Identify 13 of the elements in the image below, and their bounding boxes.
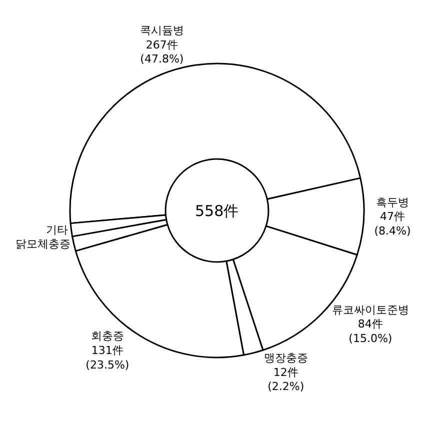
data-label: 84件 (15.0%) [348, 318, 392, 345]
data-label: 131件 (23.5%) [86, 344, 130, 372]
slice-label: 회충증 [90, 330, 124, 343]
data-label: 267件 (47.8%) [140, 38, 184, 66]
data-label: 47件 (8.4%) [374, 210, 411, 238]
slice-label: 닭모체충증 [16, 238, 71, 251]
slice-label: 콕시듐병 [140, 24, 184, 38]
slice-label: 기타 [46, 224, 68, 237]
slice-label: 흑두병 [376, 196, 410, 209]
slice-label: 류코싸이토준병 [332, 303, 409, 316]
text: 558件 [195, 202, 239, 220]
slice-label: 맹장충증 [264, 352, 308, 365]
data-label: 12件 (2.2%) [268, 366, 304, 394]
